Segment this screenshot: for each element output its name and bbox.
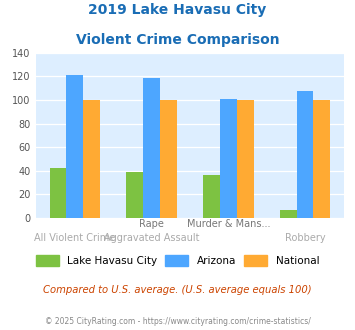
- Bar: [296, 90, 313, 218]
- Bar: [126, 172, 143, 218]
- Text: Rape: Rape: [139, 219, 164, 229]
- Text: All Violent Crime: All Violent Crime: [34, 233, 115, 243]
- Bar: [83, 100, 100, 218]
- Bar: [280, 210, 296, 218]
- Legend: Lake Havasu City, Arizona, National: Lake Havasu City, Arizona, National: [32, 251, 323, 270]
- Text: © 2025 CityRating.com - https://www.cityrating.com/crime-statistics/: © 2025 CityRating.com - https://www.city…: [45, 317, 310, 326]
- Bar: [237, 100, 253, 218]
- Bar: [66, 75, 83, 218]
- Text: Robbery: Robbery: [285, 233, 325, 243]
- Text: Compared to U.S. average. (U.S. average equals 100): Compared to U.S. average. (U.S. average …: [43, 285, 312, 295]
- Bar: [50, 168, 66, 218]
- Text: Murder & Mans...: Murder & Mans...: [186, 219, 270, 229]
- Text: 2019 Lake Havasu City: 2019 Lake Havasu City: [88, 3, 267, 17]
- Bar: [220, 99, 237, 218]
- Bar: [313, 100, 330, 218]
- Bar: [203, 175, 220, 218]
- Bar: [143, 78, 160, 218]
- Text: Violent Crime Comparison: Violent Crime Comparison: [76, 33, 279, 47]
- Text: Aggravated Assault: Aggravated Assault: [104, 233, 199, 243]
- Bar: [160, 100, 177, 218]
